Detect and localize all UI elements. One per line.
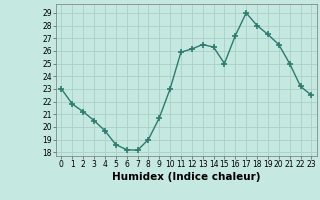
X-axis label: Humidex (Indice chaleur): Humidex (Indice chaleur) <box>112 172 261 182</box>
